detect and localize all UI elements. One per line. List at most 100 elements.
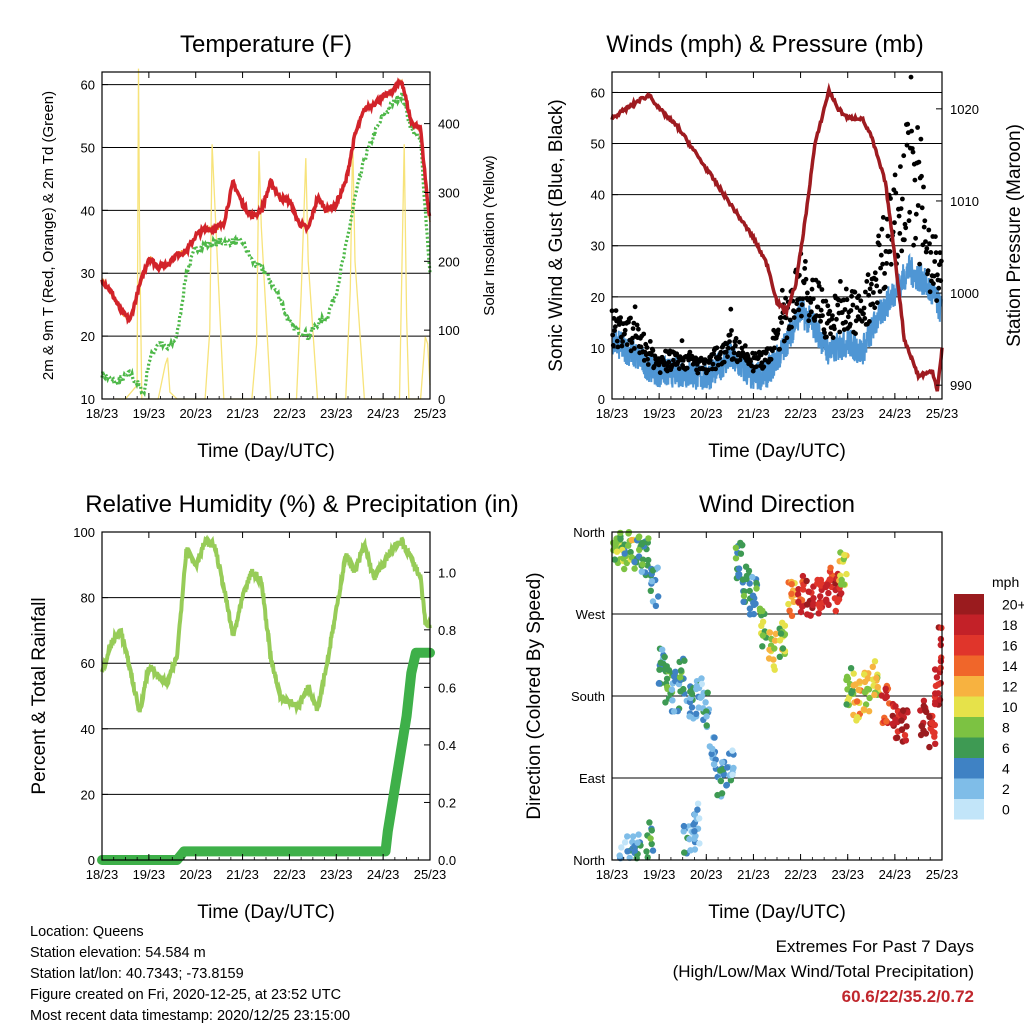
gust-point [867, 286, 873, 292]
gust-point [835, 302, 841, 308]
wind-direction-point [903, 723, 910, 730]
gust-point [779, 287, 785, 293]
wind-direction-point [624, 833, 631, 840]
y2-tick-label: 990 [950, 378, 972, 393]
gust-point [624, 342, 630, 347]
gust-point [921, 184, 926, 190]
gust-point [935, 272, 940, 278]
gust-point [687, 349, 693, 355]
gust-point [873, 277, 879, 282]
y2-tick-label: 0 [438, 392, 445, 407]
gust-point [707, 357, 713, 363]
wind-direction-point [937, 641, 944, 649]
legend-label: 8 [1002, 719, 1010, 735]
gust-point [866, 292, 872, 298]
y-tick-label: 60 [81, 656, 95, 671]
gust-point [864, 279, 870, 284]
wind-direction-point [621, 550, 628, 557]
gust-point [899, 248, 905, 254]
wind-direction-point [661, 653, 668, 661]
y2-tick-label: 200 [438, 254, 460, 269]
x-tick-label: 24/23 [367, 867, 400, 882]
wind-direction-point [693, 683, 700, 690]
wind-direction-point [729, 771, 736, 778]
gust-point [638, 344, 644, 350]
gust-point [842, 307, 848, 312]
gust-point [614, 338, 620, 344]
gust-point [794, 301, 800, 307]
legend-label: 12 [1002, 678, 1018, 694]
gust-point [792, 309, 798, 315]
gust-point [679, 338, 685, 344]
precip-line [97, 647, 435, 865]
gust-point [897, 231, 903, 236]
gust-point [920, 242, 926, 248]
wind-direction-point [621, 565, 628, 573]
wind-direction-point [638, 568, 645, 575]
legend-label: 0 [1002, 801, 1010, 817]
wind-direction-point [841, 551, 848, 559]
y2-tick-label: 400 [438, 117, 460, 132]
gust-point [632, 304, 638, 310]
wind-direction-point [659, 646, 666, 653]
y-tick-label: 50 [591, 137, 605, 152]
wind-direction-point [770, 663, 777, 670]
wind-direction-point [928, 719, 935, 727]
gust-point [662, 360, 668, 366]
x-tick-label: 25/23 [926, 406, 959, 421]
y-tick-label: East [579, 771, 605, 786]
latlon-text: Station lat/lon: 40.7343; -73.8159 [30, 966, 244, 982]
y2-tick-label: 1.0 [438, 565, 456, 580]
gust-point [865, 272, 871, 278]
gust-point [919, 173, 924, 179]
gust-point [901, 153, 907, 159]
gust-point [926, 227, 932, 233]
y2-tick-label: 0.6 [438, 680, 456, 695]
wind-direction-point [617, 529, 624, 537]
wind-direction-point [847, 665, 855, 672]
x-tick-label: 19/23 [643, 406, 676, 421]
x-tick-label: 22/23 [784, 406, 817, 421]
wind-direction-point [855, 686, 862, 694]
y-tick-label: 80 [81, 591, 95, 606]
legend-swatch [954, 696, 984, 717]
wind-direction-point [759, 618, 767, 625]
gust-point [936, 285, 942, 291]
gust-point [887, 249, 893, 254]
gust-point [721, 359, 727, 365]
wind-direction-point [677, 688, 684, 695]
gust-point [928, 250, 934, 255]
x-tick-label: 21/23 [226, 406, 259, 421]
wind-direction-point [720, 771, 727, 778]
gust-point [905, 121, 911, 127]
wind-direction-point [929, 728, 936, 735]
legend-label: 16 [1002, 637, 1018, 653]
wind-direction-point [937, 658, 945, 665]
gust-point [650, 348, 656, 353]
y-tick-label: 50 [81, 140, 95, 155]
wind-direction-point [779, 619, 786, 626]
y-tick-label: 10 [81, 392, 95, 407]
x-tick-label: 25/23 [926, 867, 959, 882]
wind-direction-point [723, 782, 730, 789]
winds-pressure-panel: 18/23 19/23 20/23 21/23 22/23 23/23 24/23 25/23… [546, 31, 1024, 462]
wind-direction-point [918, 722, 925, 730]
x-axis-title: Time (Day/UTC) [708, 441, 846, 462]
station-info: Location: Queens Station elevation: 54.5… [30, 922, 350, 1027]
wind-direction-point [703, 722, 710, 729]
gust-point [818, 307, 824, 313]
wind-direction-point [639, 561, 646, 568]
wind-direction-point [853, 698, 861, 705]
gust-point [876, 233, 881, 239]
gust-point [787, 317, 793, 323]
wind-direction-point [655, 593, 662, 600]
gust-point [922, 218, 928, 224]
y-tick-label: 20 [81, 329, 95, 344]
x-tick-label: 18/23 [596, 867, 629, 882]
wind-direction-point [662, 699, 669, 706]
gust-point [931, 281, 936, 286]
x-tick-label: 19/23 [133, 406, 166, 421]
gust-point [803, 276, 809, 282]
legend-swatch [954, 655, 984, 676]
wind-direction-point [627, 548, 634, 556]
